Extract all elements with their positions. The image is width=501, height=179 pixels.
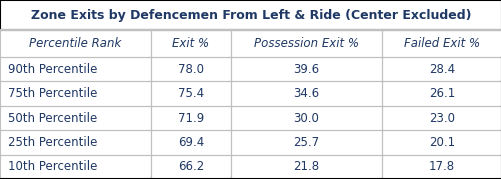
Text: 75.4: 75.4 xyxy=(177,87,203,100)
Text: 10th Percentile: 10th Percentile xyxy=(8,160,97,173)
Bar xyxy=(0,106,150,130)
Text: 34.6: 34.6 xyxy=(293,87,319,100)
Text: Percentile Rank: Percentile Rank xyxy=(29,37,121,50)
Text: 90th Percentile: 90th Percentile xyxy=(8,63,97,76)
Bar xyxy=(381,155,501,179)
Bar xyxy=(381,57,501,81)
Bar xyxy=(230,155,381,179)
Bar xyxy=(0,0,501,30)
Text: 23.0: 23.0 xyxy=(428,112,454,125)
Bar xyxy=(0,81,150,106)
Text: 25th Percentile: 25th Percentile xyxy=(8,136,97,149)
Text: 66.2: 66.2 xyxy=(177,160,203,173)
Bar xyxy=(150,57,230,81)
Text: Zone Exits by Defencemen From Left & Ride (Center Excluded): Zone Exits by Defencemen From Left & Rid… xyxy=(31,8,470,21)
Bar xyxy=(0,30,150,57)
Bar xyxy=(0,155,150,179)
Bar xyxy=(381,81,501,106)
Bar xyxy=(150,81,230,106)
Text: 39.6: 39.6 xyxy=(293,63,319,76)
Text: 50th Percentile: 50th Percentile xyxy=(8,112,97,125)
Text: 30.0: 30.0 xyxy=(293,112,319,125)
Bar xyxy=(150,30,230,57)
Bar xyxy=(0,130,150,155)
Text: 26.1: 26.1 xyxy=(428,87,454,100)
Text: Failed Exit %: Failed Exit % xyxy=(403,37,479,50)
Text: 28.4: 28.4 xyxy=(428,63,454,76)
Bar xyxy=(381,130,501,155)
Bar xyxy=(230,30,381,57)
Bar xyxy=(150,106,230,130)
Bar xyxy=(150,130,230,155)
Text: 25.7: 25.7 xyxy=(293,136,319,149)
Text: 21.8: 21.8 xyxy=(293,160,319,173)
Text: 71.9: 71.9 xyxy=(177,112,203,125)
Bar xyxy=(0,57,150,81)
Bar xyxy=(150,155,230,179)
Bar xyxy=(230,57,381,81)
Text: 20.1: 20.1 xyxy=(428,136,454,149)
Text: 78.0: 78.0 xyxy=(177,63,203,76)
Text: 75th Percentile: 75th Percentile xyxy=(8,87,97,100)
Text: 17.8: 17.8 xyxy=(428,160,454,173)
Bar xyxy=(381,30,501,57)
Bar xyxy=(230,106,381,130)
Text: Possession Exit %: Possession Exit % xyxy=(253,37,358,50)
Text: 69.4: 69.4 xyxy=(177,136,203,149)
Bar xyxy=(230,81,381,106)
Bar xyxy=(381,106,501,130)
Bar xyxy=(230,130,381,155)
Text: Exit %: Exit % xyxy=(172,37,209,50)
